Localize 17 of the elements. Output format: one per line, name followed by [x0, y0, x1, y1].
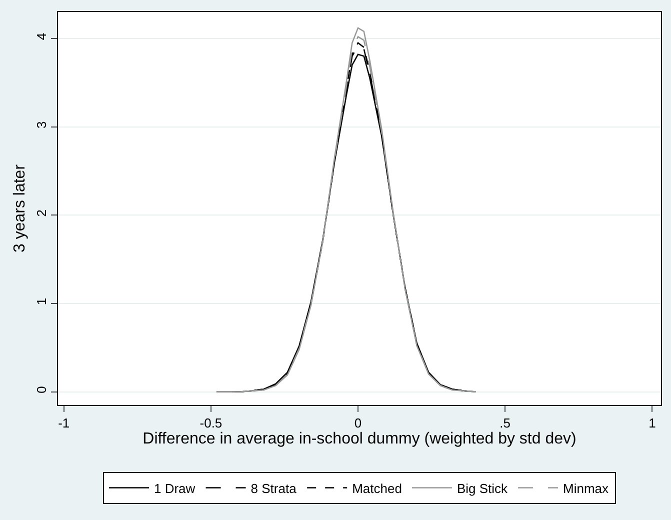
legend-label: Matched — [352, 480, 402, 496]
legend-label: 8 Strata — [250, 480, 298, 496]
x-tick-label: -1 — [58, 416, 70, 431]
y-tick-label: 4 — [34, 32, 49, 40]
legend-label: 1 Draw — [154, 480, 196, 496]
x-tick-label: .5 — [500, 416, 511, 431]
x-tick-label: 0 — [354, 416, 362, 431]
legend-label: Big Stick — [456, 480, 508, 496]
x-tick-label: 1 — [648, 416, 656, 431]
legend-label: Minmax — [563, 480, 610, 496]
y-tick-label: 0 — [34, 386, 49, 394]
x-tick-label: -0.5 — [200, 416, 222, 431]
y-tick-label: 1 — [34, 298, 49, 306]
y-axis-title: 3 years later — [12, 164, 29, 253]
y-tick-label: 2 — [34, 210, 49, 217]
x-axis-title: Difference in average in-school dummy (weighted by std dev) — [142, 430, 576, 448]
y-tick-label: 3 — [34, 121, 49, 128]
